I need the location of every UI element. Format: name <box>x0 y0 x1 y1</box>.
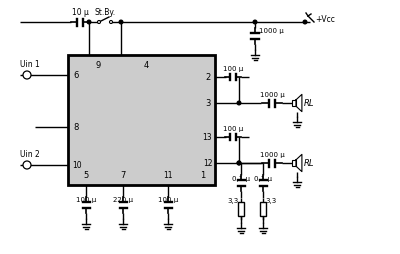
Text: 13: 13 <box>202 133 212 141</box>
Text: 8: 8 <box>73 122 79 132</box>
Text: 3,3: 3,3 <box>228 198 239 204</box>
Text: 10 µ: 10 µ <box>72 8 88 17</box>
Text: 9: 9 <box>95 60 101 70</box>
Text: +Vcc: +Vcc <box>315 14 335 24</box>
Bar <box>292 160 296 166</box>
Circle shape <box>23 71 31 79</box>
Text: RL: RL <box>304 158 314 167</box>
Text: 5: 5 <box>83 170 89 180</box>
Text: 4: 4 <box>143 60 149 70</box>
Circle shape <box>119 20 123 24</box>
Text: 100 µ: 100 µ <box>223 126 243 132</box>
Circle shape <box>253 20 257 24</box>
Text: 220 µ: 220 µ <box>113 197 133 203</box>
Text: 7: 7 <box>120 170 126 180</box>
Circle shape <box>23 161 31 169</box>
Text: 3: 3 <box>205 99 211 107</box>
Circle shape <box>87 20 91 24</box>
Text: 12: 12 <box>203 158 213 167</box>
Text: 100 µ: 100 µ <box>76 197 96 203</box>
Circle shape <box>237 161 241 165</box>
Text: 11: 11 <box>163 170 173 180</box>
Text: 100 µ: 100 µ <box>158 197 178 203</box>
Text: 1000 µ: 1000 µ <box>260 152 284 158</box>
Text: 2: 2 <box>205 72 211 82</box>
Text: 100 µ: 100 µ <box>223 66 243 72</box>
Circle shape <box>110 21 112 24</box>
Circle shape <box>237 101 241 105</box>
Bar <box>292 100 296 106</box>
Text: 0,1 µ: 0,1 µ <box>254 176 272 182</box>
Text: 1: 1 <box>200 170 206 180</box>
Text: 1000 µ: 1000 µ <box>260 92 284 98</box>
Circle shape <box>303 20 307 24</box>
Bar <box>68 55 215 185</box>
Text: 6: 6 <box>73 71 79 80</box>
Text: Uin 1: Uin 1 <box>20 60 40 69</box>
Text: 1000 µ: 1000 µ <box>259 28 284 34</box>
Text: St.By.: St.By. <box>94 8 116 17</box>
Text: Uin 2: Uin 2 <box>20 150 40 159</box>
Text: 10: 10 <box>72 161 82 169</box>
Polygon shape <box>296 154 302 172</box>
Circle shape <box>98 21 100 24</box>
Bar <box>260 202 266 216</box>
Polygon shape <box>296 94 302 112</box>
Circle shape <box>237 161 241 165</box>
Bar <box>238 202 244 216</box>
Text: 0,1 µ: 0,1 µ <box>232 176 250 182</box>
Text: RL: RL <box>304 99 314 107</box>
Text: 3,3: 3,3 <box>265 198 276 204</box>
